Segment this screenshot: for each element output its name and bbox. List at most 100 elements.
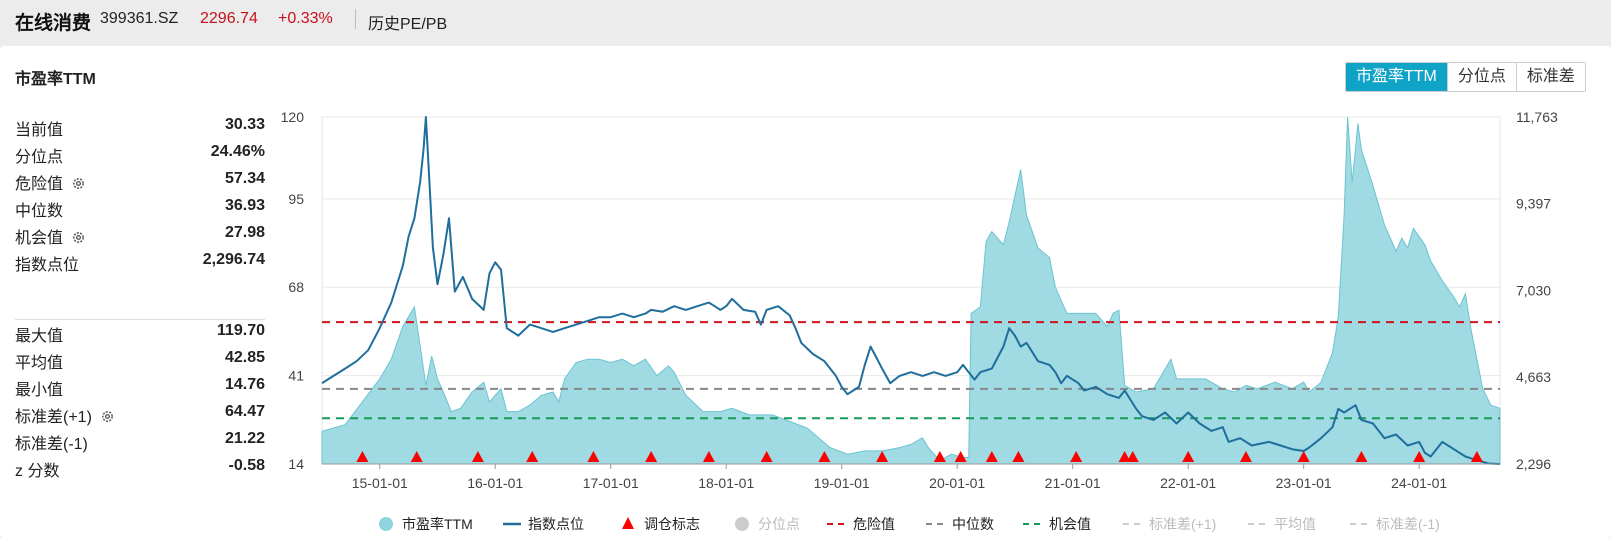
gear-icon[interactable] <box>71 230 86 250</box>
card-title: 市盈率TTM <box>15 71 96 88</box>
gear-icon[interactable] <box>71 176 86 196</box>
x-tick-label: 22-01-01 <box>1160 475 1216 491</box>
legend-label[interactable]: 市盈率TTM <box>402 516 473 532</box>
stat-label: 最大值 <box>15 328 64 345</box>
rebalance-marker[interactable] <box>1355 451 1368 462</box>
x-tick-label: 23-01-01 <box>1276 475 1332 491</box>
legend-label[interactable]: 平均值 <box>1274 516 1316 532</box>
index-code: 399361.SZ <box>100 10 179 27</box>
y-left-tick-label: 41 <box>288 368 304 384</box>
stat-value: -0.58 <box>228 457 265 474</box>
view-title[interactable]: 历史PE/PB <box>368 16 448 33</box>
rebalance-marker[interactable] <box>933 451 946 462</box>
x-tick-label: 15-01-01 <box>352 475 408 491</box>
y-right-tick-label: 7,030 <box>1516 282 1551 298</box>
stat-label: 标准差(+1) <box>15 409 92 426</box>
stat-max: 最大值 119.70 <box>15 320 265 347</box>
legend-label[interactable]: 调仓标志 <box>644 516 700 532</box>
legend-label[interactable]: 指数点位 <box>528 516 584 532</box>
rebalance-marker[interactable] <box>1182 451 1195 462</box>
rebalance-marker[interactable] <box>1413 451 1426 462</box>
rebalance-marker[interactable] <box>1297 451 1310 462</box>
rebalance-marker[interactable] <box>410 451 423 462</box>
stat-value: 14.76 <box>224 376 265 393</box>
rebalance-marker[interactable] <box>645 451 658 462</box>
stat-value: 24.46% <box>210 143 265 160</box>
stat-std-minus: 标准差(-1) 21.22 <box>15 428 265 455</box>
stat-value: 119.70 <box>216 322 265 339</box>
rebalance-marker[interactable] <box>471 451 484 462</box>
rebalance-marker[interactable] <box>876 451 889 462</box>
index-change: +0.33% <box>278 10 333 27</box>
y-right-tick-label: 4,663 <box>1516 369 1551 385</box>
index-line <box>321 116 1501 465</box>
header-divider <box>355 9 356 29</box>
legend-label[interactable]: 中位数 <box>952 516 994 532</box>
stat-danger: 危险值 57.34 <box>15 168 265 195</box>
x-tick-label: 24-01-01 <box>1391 475 1447 491</box>
x-tick-label: 17-01-01 <box>583 475 639 491</box>
rebalance-marker[interactable] <box>818 451 831 462</box>
stat-label: 分位点 <box>15 149 64 166</box>
legend-label[interactable]: 分位点 <box>758 516 800 532</box>
stat-value: 21.22 <box>224 430 265 447</box>
rebalance-marker[interactable] <box>1070 451 1083 462</box>
rebalance-marker[interactable] <box>1012 451 1025 462</box>
y-left-tick-label: 14 <box>288 456 304 472</box>
rebalance-marker[interactable] <box>526 451 539 462</box>
stat-value: 36.93 <box>224 197 265 214</box>
gear-icon[interactable] <box>100 409 115 429</box>
legend-label[interactable]: 危险值 <box>853 516 895 532</box>
stat-value: 30.33 <box>224 116 265 133</box>
index-price: 2296.74 <box>200 10 258 27</box>
stat-z-score: z 分数 -0.58 <box>15 455 265 482</box>
stats-divider <box>15 319 265 320</box>
stat-value: 42.85 <box>224 349 265 366</box>
stat-index-level: 指数点位 2,296.74 <box>15 249 265 276</box>
x-tick-label: 19-01-01 <box>814 475 870 491</box>
toggle-stddev-button[interactable]: 标准差 <box>1515 63 1585 91</box>
legend-marker <box>735 517 749 531</box>
legend-label[interactable]: 标准差(-1) <box>1376 516 1440 532</box>
y-left-tick-label: 120 <box>281 109 305 125</box>
x-tick-label: 18-01-01 <box>698 475 754 491</box>
rebalance-marker[interactable] <box>1239 451 1252 462</box>
stat-label: 指数点位 <box>15 257 80 274</box>
x-tick-label: 21-01-01 <box>1045 475 1101 491</box>
stat-current: 当前值 30.33 <box>15 114 265 141</box>
y-right-tick-label: 9,397 <box>1516 196 1551 212</box>
pe-area <box>321 116 1501 465</box>
rebalance-marker[interactable] <box>1118 451 1131 462</box>
stat-opportunity: 机会值 27.98 <box>15 222 265 249</box>
metric-toggle: 市盈率TTM 分位点 标准差 <box>1345 62 1586 92</box>
rebalance-marker[interactable] <box>702 451 715 462</box>
stat-label: 中位数 <box>15 203 64 220</box>
rebalance-marker[interactable] <box>954 451 967 462</box>
stat-value: 57.34 <box>224 170 265 187</box>
rebalance-marker[interactable] <box>760 451 773 462</box>
toggle-pe-button[interactable]: 市盈率TTM <box>1346 63 1447 91</box>
y-right-tick-label: 11,763 <box>1516 109 1558 125</box>
rebalance-marker[interactable] <box>985 451 998 462</box>
stat-label: 平均值 <box>15 355 64 372</box>
stat-value: 2,296.74 <box>202 251 265 268</box>
toggle-percentile-button[interactable]: 分位点 <box>1446 63 1516 91</box>
rebalance-marker[interactable] <box>1470 451 1483 462</box>
stat-value: 27.98 <box>224 224 265 241</box>
x-tick-label: 16-01-01 <box>467 475 523 491</box>
y-left-tick-label: 68 <box>288 279 304 295</box>
index-name: 在线消费 <box>15 13 92 34</box>
legend-marker <box>379 517 393 531</box>
y-right-tick-label: 2,296 <box>1516 456 1551 472</box>
stat-label: z 分数 <box>15 463 60 480</box>
rebalance-marker[interactable] <box>587 451 600 462</box>
stat-min: 最小值 14.76 <box>15 374 265 401</box>
stat-label: 当前值 <box>15 122 64 139</box>
legend-label[interactable]: 机会值 <box>1049 516 1091 532</box>
legend-label[interactable]: 标准差(+1) <box>1149 516 1216 532</box>
rebalance-marker[interactable] <box>356 451 369 462</box>
stat-label: 危险值 <box>15 176 64 193</box>
rebalance-marker[interactable] <box>1126 451 1139 462</box>
stat-percentile: 分位点 24.46% <box>15 141 265 168</box>
